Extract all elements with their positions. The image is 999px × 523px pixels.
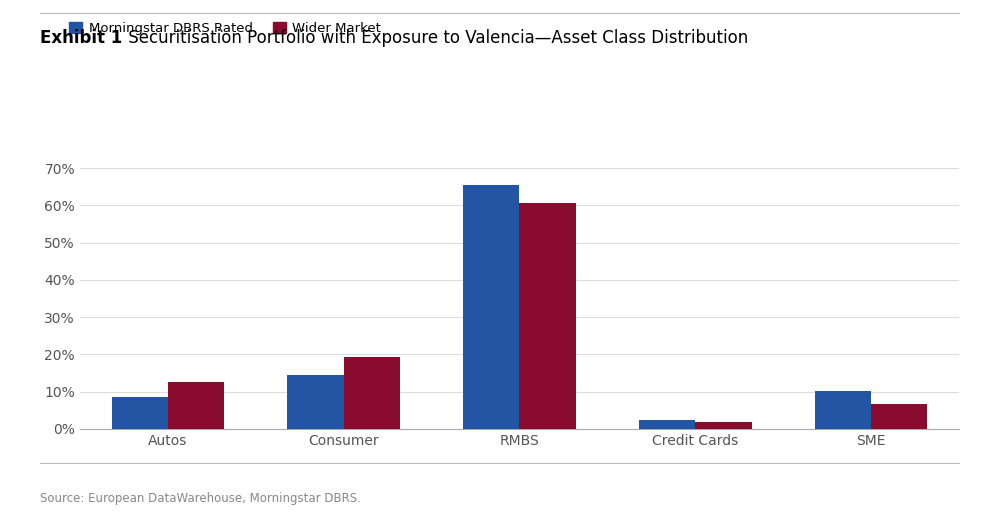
Bar <box>695 422 751 429</box>
Bar <box>168 382 224 429</box>
Text: Securitisation Portfolio with Exposure to Valencia—Asset Class Distribution: Securitisation Portfolio with Exposure t… <box>123 29 748 47</box>
Legend: Morningstar DBRS Rated, Wider Market: Morningstar DBRS Rated, Wider Market <box>69 22 382 35</box>
Text: Source: European DataWarehouse, Morningstar DBRS.: Source: European DataWarehouse, Mornings… <box>40 492 361 505</box>
Bar <box>815 391 871 429</box>
Bar <box>344 357 400 429</box>
Bar <box>519 203 575 429</box>
Text: Exhibit 1: Exhibit 1 <box>40 29 122 47</box>
Bar <box>871 404 927 429</box>
Bar <box>639 419 695 429</box>
Bar <box>112 397 168 429</box>
Bar <box>464 185 519 429</box>
Bar <box>288 375 344 429</box>
